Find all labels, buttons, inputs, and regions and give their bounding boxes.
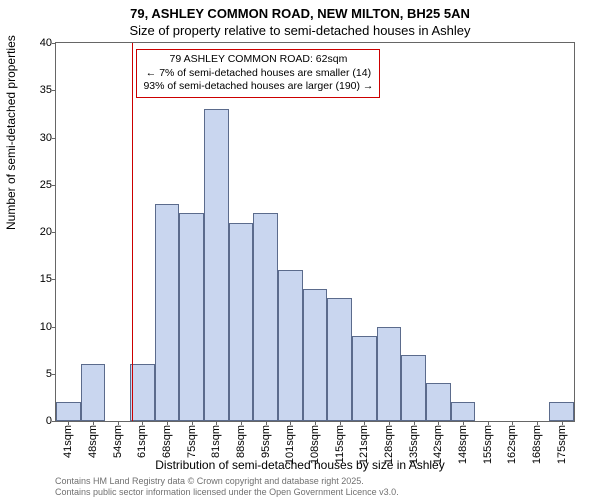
histogram-bar bbox=[278, 270, 303, 421]
attribution-footer: Contains HM Land Registry data © Crown c… bbox=[55, 476, 399, 498]
x-tick-mark bbox=[389, 421, 390, 425]
histogram-bar bbox=[229, 223, 254, 421]
histogram-bar bbox=[56, 402, 81, 421]
histogram-bar bbox=[81, 364, 106, 421]
x-tick-mark bbox=[266, 421, 267, 425]
histogram-bar bbox=[451, 402, 476, 421]
y-tick-mark bbox=[52, 185, 56, 186]
histogram-bar bbox=[303, 289, 328, 421]
histogram-bar bbox=[377, 327, 402, 422]
footer-line1: Contains HM Land Registry data © Crown c… bbox=[55, 476, 399, 487]
x-tick-mark bbox=[414, 421, 415, 425]
y-tick-mark bbox=[52, 90, 56, 91]
y-tick-mark bbox=[52, 327, 56, 328]
x-tick-label: 61sqm bbox=[136, 421, 148, 458]
x-tick-label: 68sqm bbox=[161, 421, 173, 458]
x-tick-label: 54sqm bbox=[112, 421, 124, 458]
y-tick-mark bbox=[52, 43, 56, 44]
y-tick-mark bbox=[52, 138, 56, 139]
y-axis-label: Number of semi-detached properties bbox=[4, 35, 18, 230]
x-tick-label: 41sqm bbox=[62, 421, 74, 458]
x-axis-label: Distribution of semi-detached houses by … bbox=[0, 458, 600, 472]
y-tick-mark bbox=[52, 232, 56, 233]
annotation-line: ← 7% of semi-detached houses are smaller… bbox=[143, 67, 373, 81]
x-tick-mark bbox=[512, 421, 513, 425]
x-tick-mark bbox=[118, 421, 119, 425]
x-tick-mark bbox=[142, 421, 143, 425]
y-tick-mark bbox=[52, 421, 56, 422]
histogram-bar bbox=[327, 298, 352, 421]
histogram-bar bbox=[401, 355, 426, 421]
histogram-bar bbox=[426, 383, 451, 421]
footer-line2: Contains public sector information licen… bbox=[55, 487, 399, 498]
x-tick-mark bbox=[488, 421, 489, 425]
x-tick-mark bbox=[438, 421, 439, 425]
x-tick-mark bbox=[241, 421, 242, 425]
x-tick-label: 81sqm bbox=[210, 421, 222, 458]
histogram-bar bbox=[155, 204, 180, 421]
x-tick-mark bbox=[537, 421, 538, 425]
histogram-bar bbox=[253, 213, 278, 421]
histogram-bar bbox=[549, 402, 574, 421]
property-marker-line bbox=[132, 43, 133, 421]
x-tick-mark bbox=[192, 421, 193, 425]
x-tick-label: 75sqm bbox=[186, 421, 198, 458]
y-tick-mark bbox=[52, 374, 56, 375]
annotation-line: 93% of semi-detached houses are larger (… bbox=[143, 80, 373, 94]
x-tick-mark bbox=[93, 421, 94, 425]
x-tick-mark bbox=[290, 421, 291, 425]
y-tick-mark bbox=[52, 279, 56, 280]
histogram-bar bbox=[204, 109, 229, 421]
histogram-bar bbox=[352, 336, 377, 421]
x-tick-mark bbox=[364, 421, 365, 425]
annotation-box: 79 ASHLEY COMMON ROAD: 62sqm← 7% of semi… bbox=[136, 49, 380, 98]
x-tick-label: 95sqm bbox=[260, 421, 272, 458]
x-tick-mark bbox=[562, 421, 563, 425]
chart-title-line2: Size of property relative to semi-detach… bbox=[0, 23, 600, 40]
histogram-bar bbox=[130, 364, 155, 421]
x-tick-mark bbox=[216, 421, 217, 425]
x-tick-mark bbox=[68, 421, 69, 425]
x-tick-label: 115sqm bbox=[334, 421, 346, 463]
x-tick-label: 48sqm bbox=[87, 421, 99, 458]
x-tick-mark bbox=[340, 421, 341, 425]
histogram-bar bbox=[179, 213, 204, 421]
chart-plot-area: 051015202530354041sqm48sqm54sqm61sqm68sq… bbox=[55, 42, 575, 422]
x-tick-mark bbox=[463, 421, 464, 425]
x-tick-mark bbox=[167, 421, 168, 425]
x-tick-label: 88sqm bbox=[235, 421, 247, 458]
annotation-line: 79 ASHLEY COMMON ROAD: 62sqm bbox=[143, 53, 373, 67]
x-tick-mark bbox=[315, 421, 316, 425]
chart-title-line1: 79, ASHLEY COMMON ROAD, NEW MILTON, BH25… bbox=[0, 0, 600, 23]
